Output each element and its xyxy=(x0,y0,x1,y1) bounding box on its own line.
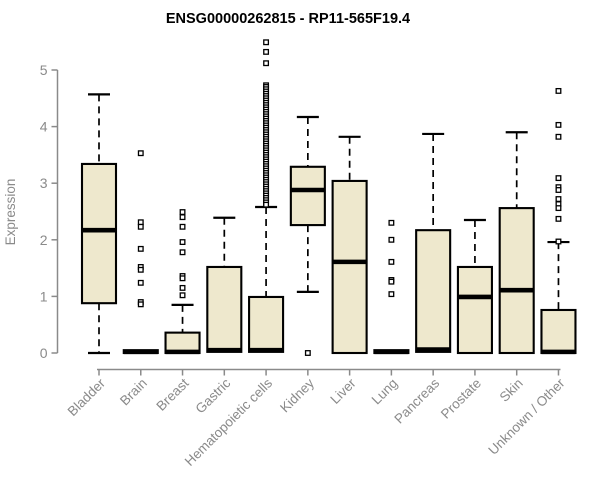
x-axis-category-label-bladder: Bladder xyxy=(65,375,109,419)
iqr-box xyxy=(80,162,118,305)
iqr-box xyxy=(540,308,577,355)
x-axis-category-label-pancreas: Pancreas xyxy=(391,375,442,426)
outlier-point xyxy=(388,236,395,243)
chart-title: ENSG00000262815 - RP11-565F19.4 xyxy=(166,11,410,27)
y-tick-label: 5 xyxy=(40,62,48,78)
iqr-box xyxy=(456,265,493,355)
iqr-box xyxy=(331,179,368,355)
outlier-point xyxy=(137,279,144,286)
outlier-point xyxy=(137,223,144,230)
boxplot-kidney xyxy=(289,115,326,356)
iqr-box xyxy=(206,265,243,353)
boxplot-gastric xyxy=(206,216,243,353)
outlier-point xyxy=(179,275,186,282)
outlier-point xyxy=(388,258,395,265)
x-axis-category-label-prostate: Prostate xyxy=(438,376,484,422)
outlier-point xyxy=(179,214,186,221)
outlier-point xyxy=(388,219,395,226)
iqr-box xyxy=(498,207,535,355)
outlier-point xyxy=(555,196,562,202)
outlier-point xyxy=(555,121,562,128)
outlier-point xyxy=(137,245,144,252)
outlier-point xyxy=(555,133,562,140)
boxplot-brain xyxy=(122,150,159,355)
outlier-point xyxy=(137,150,144,157)
outlier-point xyxy=(179,249,186,256)
outlier-point xyxy=(555,175,562,182)
boxplot-skin xyxy=(498,131,535,355)
outlier-point xyxy=(555,87,562,94)
boxplot-hematopoietic-cells xyxy=(248,39,285,353)
boxplot-prostate xyxy=(456,218,493,355)
outlier-point xyxy=(555,215,562,222)
iqr-box xyxy=(289,165,326,227)
outlier-point xyxy=(179,292,186,299)
y-tick-label: 0 xyxy=(40,345,48,361)
outlier-point xyxy=(263,39,270,46)
outlier-point xyxy=(304,350,311,356)
boxplot-bladder xyxy=(80,93,118,355)
outlier-point xyxy=(555,205,562,212)
boxplot-pancreas xyxy=(415,132,452,353)
outlier-point xyxy=(137,266,144,273)
outlier-point xyxy=(179,284,186,291)
iqr-box xyxy=(248,295,285,353)
iqr-box xyxy=(415,229,452,353)
x-axis-category-label-unknown-other: Unknown / Other xyxy=(485,375,568,458)
x-axis-category-label-brain: Brain xyxy=(117,376,150,409)
x-axis-category-label-breast: Breast xyxy=(153,375,191,413)
x-axis-category-label-lung: Lung xyxy=(369,376,401,408)
x-axis-category-label-skin: Skin xyxy=(497,376,526,405)
outlier-point xyxy=(263,60,270,67)
boxplot-lung xyxy=(373,219,410,355)
y-axis-label: Expression xyxy=(3,179,18,246)
outlier-point xyxy=(555,238,562,245)
outlier-point xyxy=(388,291,395,298)
outlier-point xyxy=(263,201,270,208)
boxplot-liver xyxy=(331,135,368,355)
outlier-point xyxy=(263,48,270,55)
outlier-point xyxy=(137,301,144,308)
outlier-point xyxy=(179,223,186,230)
y-tick-label: 2 xyxy=(40,232,48,248)
outlier-point xyxy=(388,278,395,285)
outlier-point xyxy=(555,187,562,193)
boxplot-unknown-other xyxy=(540,87,577,355)
x-axis-category-label-liver: Liver xyxy=(327,375,359,407)
outlier-point xyxy=(179,209,186,216)
y-tick-label: 1 xyxy=(40,288,48,304)
x-axis-category-label-gastric: Gastric xyxy=(193,375,234,416)
y-tick-label: 4 xyxy=(40,119,48,135)
y-tick-label: 3 xyxy=(40,175,48,191)
x-axis-category-label-kidney: Kidney xyxy=(277,375,317,415)
boxplot-breast xyxy=(164,209,201,355)
outlier-point xyxy=(179,239,186,246)
